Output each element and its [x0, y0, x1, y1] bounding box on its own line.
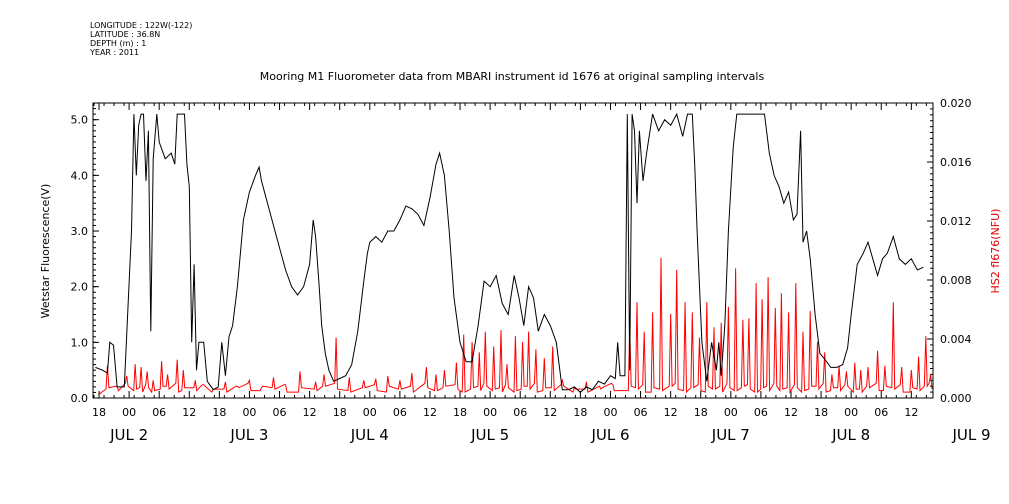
- left-axis-label: Wetstar Fluorescence(V): [39, 184, 52, 319]
- right-axis-label: HS2 fl676(NFU): [989, 209, 1002, 294]
- x-tick-label: 06: [273, 406, 287, 419]
- x-tick-label: 18: [333, 406, 347, 419]
- plot-frame: [92, 102, 934, 399]
- x-tick-label: 18: [573, 406, 587, 419]
- left-axis-tick-label: 4.0: [71, 169, 89, 182]
- x-tick-label: 00: [724, 406, 738, 419]
- metadata-year: YEAR : 2011: [90, 48, 140, 57]
- x-tick-label: 00: [844, 406, 858, 419]
- x-tick-label: 06: [874, 406, 888, 419]
- metadata-block: LONGITUDE : 122W(-122) LATITUDE : 36.8N …: [90, 21, 192, 57]
- x-tick-label: 18: [453, 406, 467, 419]
- x-tick-label: 00: [603, 406, 617, 419]
- x-tick-label: 12: [182, 406, 196, 419]
- left-axis-tick-label: 1.0: [71, 336, 89, 349]
- left-axis-tick-label: 5.0: [71, 114, 89, 127]
- x-day-label: JUL 7: [711, 426, 750, 444]
- right-axis-tick-label: 0.004: [940, 333, 972, 346]
- left-axis-tick-label: 0.0: [71, 392, 89, 405]
- x-day-label: JUL 4: [350, 426, 389, 444]
- x-tick-label: 06: [152, 406, 166, 419]
- x-tick-label: 18: [212, 406, 226, 419]
- x-tick-label: 12: [784, 406, 798, 419]
- wetstar-fluorescence-line: [95, 112, 924, 394]
- plot-area: 18 00 06 12 18 00 06 12 18 00 06 12 18 00 06 12 18 00 06 12…: [71, 97, 991, 444]
- x-tick-label: 00: [122, 406, 136, 419]
- x-tick-label: 18: [694, 406, 708, 419]
- x-day-label: JUL 8: [831, 426, 870, 444]
- metadata-latitude: LATITUDE : 36.8N: [90, 30, 161, 39]
- left-axis-tick-label: 2.0: [71, 281, 89, 294]
- metadata-depth: DEPTH (m) : 1: [90, 39, 147, 48]
- x-tick-label: 00: [483, 406, 497, 419]
- x-tick-label: 18: [92, 406, 106, 419]
- x-tick-label: 06: [513, 406, 527, 419]
- x-tick-label: 18: [814, 406, 828, 419]
- right-axis-tick-label: 0.012: [940, 215, 972, 228]
- x-tick-label: 06: [634, 406, 648, 419]
- x-tick-label: 12: [423, 406, 437, 419]
- left-axis-tick-label: 3.0: [71, 225, 89, 238]
- x-day-label: JUL 6: [590, 426, 629, 444]
- x-tick-label: 00: [363, 406, 377, 419]
- right-axis-tick-label: 0.016: [940, 156, 972, 169]
- x-tick-label: 06: [393, 406, 407, 419]
- metadata-longitude: LONGITUDE : 122W(-122): [90, 21, 193, 30]
- right-axis-tick-label: 0.000: [940, 392, 972, 405]
- right-axis-tick-label: 0.008: [940, 274, 972, 287]
- x-day-label: JUL 9: [951, 426, 990, 444]
- x-tick-label: 12: [543, 406, 557, 419]
- x-day-label: JUL 2: [109, 426, 148, 444]
- chart-title: Mooring M1 Fluorometer data from MBARI i…: [260, 70, 765, 83]
- fl676-series-line: [98, 257, 933, 395]
- x-tick-label: 12: [303, 406, 317, 419]
- right-axis-tick-label: 0.020: [940, 97, 972, 110]
- x-tick-label: 06: [754, 406, 768, 419]
- x-tick-label: 12: [904, 406, 918, 419]
- x-day-label: JUL 5: [470, 426, 509, 444]
- x-tick-label: 12: [664, 406, 678, 419]
- x-tick-label: 00: [242, 406, 256, 419]
- x-day-label: JUL 3: [229, 426, 268, 444]
